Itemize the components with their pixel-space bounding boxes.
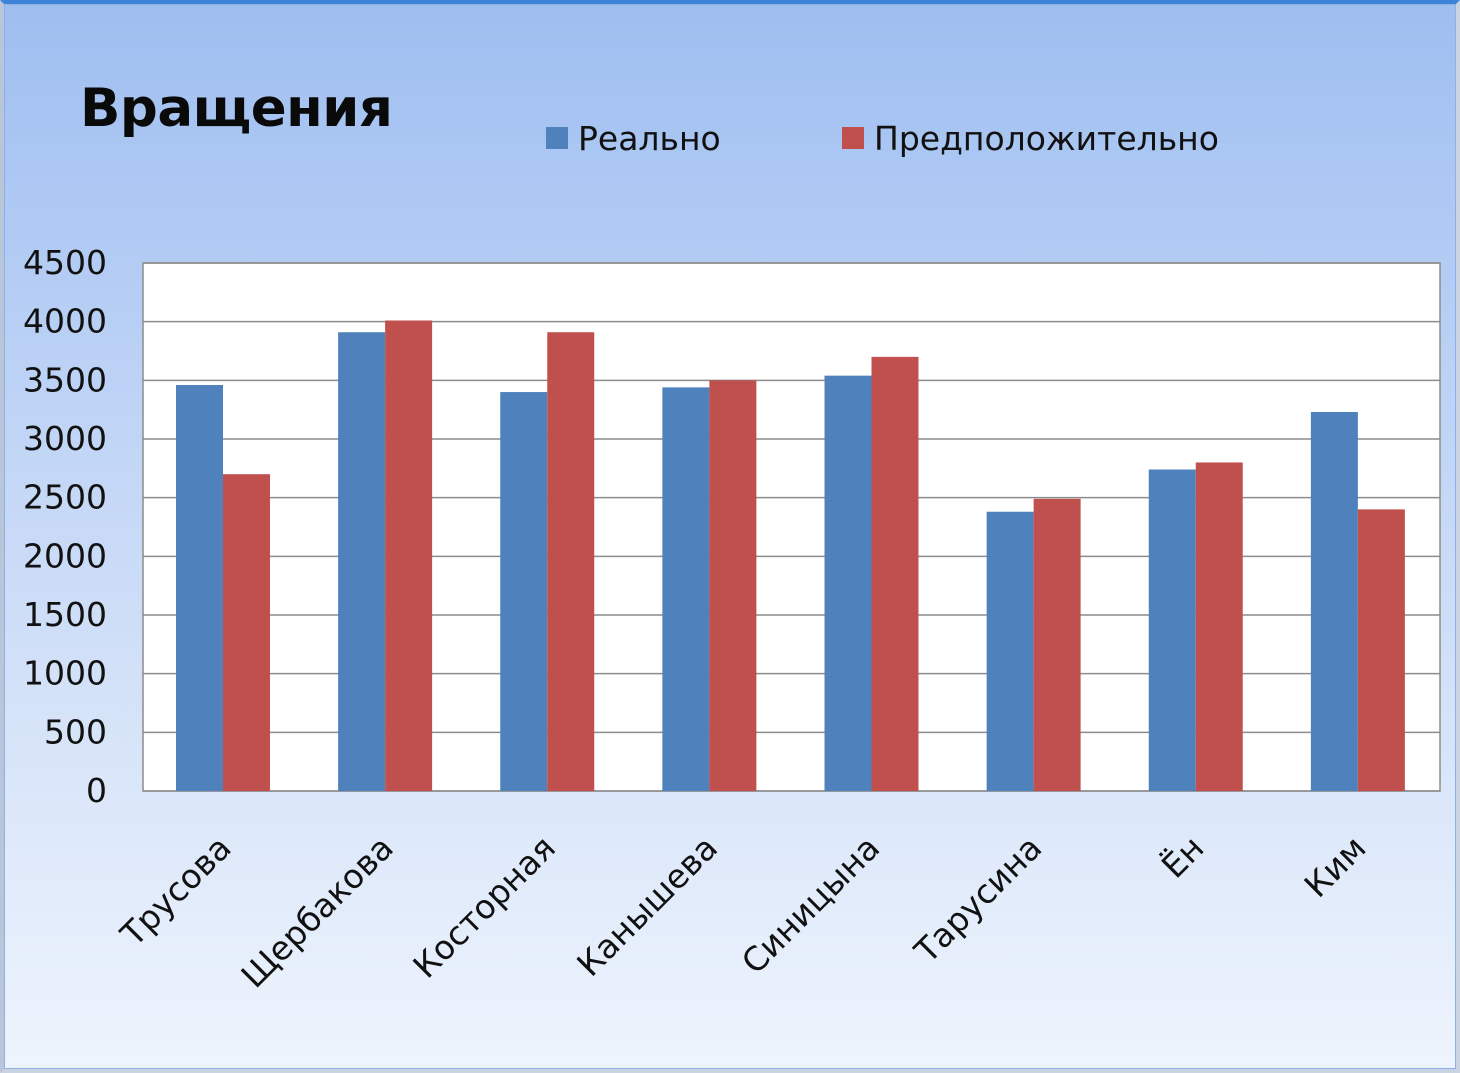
x-category-label: Ким — [1297, 828, 1374, 905]
x-category-label: Трусова — [112, 828, 238, 954]
bar-real-4 — [824, 375, 872, 791]
y-tick-label: 0 — [86, 771, 107, 810]
chart-title: Вращения — [80, 78, 393, 139]
bar-real-3 — [662, 387, 710, 791]
bar-real-1 — [338, 332, 386, 791]
bar-real-5 — [986, 511, 1034, 791]
x-category-label: Тарусина — [906, 828, 1049, 971]
legend-item-real: Реально — [546, 118, 721, 158]
legend-label-expected: Предположительно — [874, 118, 1219, 158]
y-tick-label: 3500 — [23, 360, 107, 399]
x-category-label: Ён — [1154, 828, 1212, 886]
y-axis-ticks: 0 500 1000 1500 2000 2500 3000 3500 4000 4500 — [23, 243, 107, 810]
legend-item-expected: Предположительно — [842, 118, 1219, 158]
bar-expected-4 — [871, 356, 919, 791]
y-tick-label: 2000 — [23, 536, 107, 575]
bar-real-2 — [500, 392, 548, 791]
x-category-label: Канышева — [569, 828, 725, 984]
y-tick-label: 2500 — [23, 478, 107, 517]
bars — [176, 320, 1405, 791]
bar-real-0 — [176, 385, 223, 791]
legend-swatch-expected — [842, 127, 864, 149]
bar-expected-1 — [385, 320, 433, 791]
plot-area — [142, 262, 1441, 792]
y-tick-label: 1500 — [23, 595, 107, 634]
y-tick-label: 4000 — [23, 302, 107, 341]
x-category-label: Косторная — [405, 828, 563, 986]
bar-real-7 — [1310, 412, 1358, 791]
legend-swatch-real — [546, 127, 568, 149]
x-category-label: Синицына — [734, 828, 887, 981]
bar-expected-3 — [709, 380, 757, 791]
bar-expected-0 — [223, 474, 270, 791]
legend-label-real: Реально — [578, 118, 721, 158]
bar-expected-2 — [547, 332, 595, 791]
y-tick-label: 3000 — [23, 419, 107, 458]
bar-real-6 — [1148, 469, 1196, 791]
bar-expected-7 — [1357, 509, 1405, 791]
y-tick-label: 1000 — [23, 654, 107, 693]
y-tick-label: 4500 — [23, 243, 107, 282]
bar-expected-6 — [1195, 462, 1243, 791]
y-tick-label: 500 — [44, 712, 107, 751]
bar-expected-5 — [1033, 498, 1081, 791]
x-category-label: Щербакова — [233, 828, 400, 995]
